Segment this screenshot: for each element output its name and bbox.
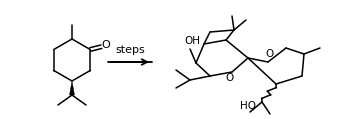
Polygon shape bbox=[69, 81, 75, 95]
Text: steps: steps bbox=[115, 45, 145, 55]
Text: O: O bbox=[226, 73, 234, 83]
Text: OH: OH bbox=[184, 36, 200, 46]
Text: HO: HO bbox=[240, 101, 256, 111]
Text: O: O bbox=[266, 49, 274, 59]
Text: O: O bbox=[102, 40, 110, 50]
